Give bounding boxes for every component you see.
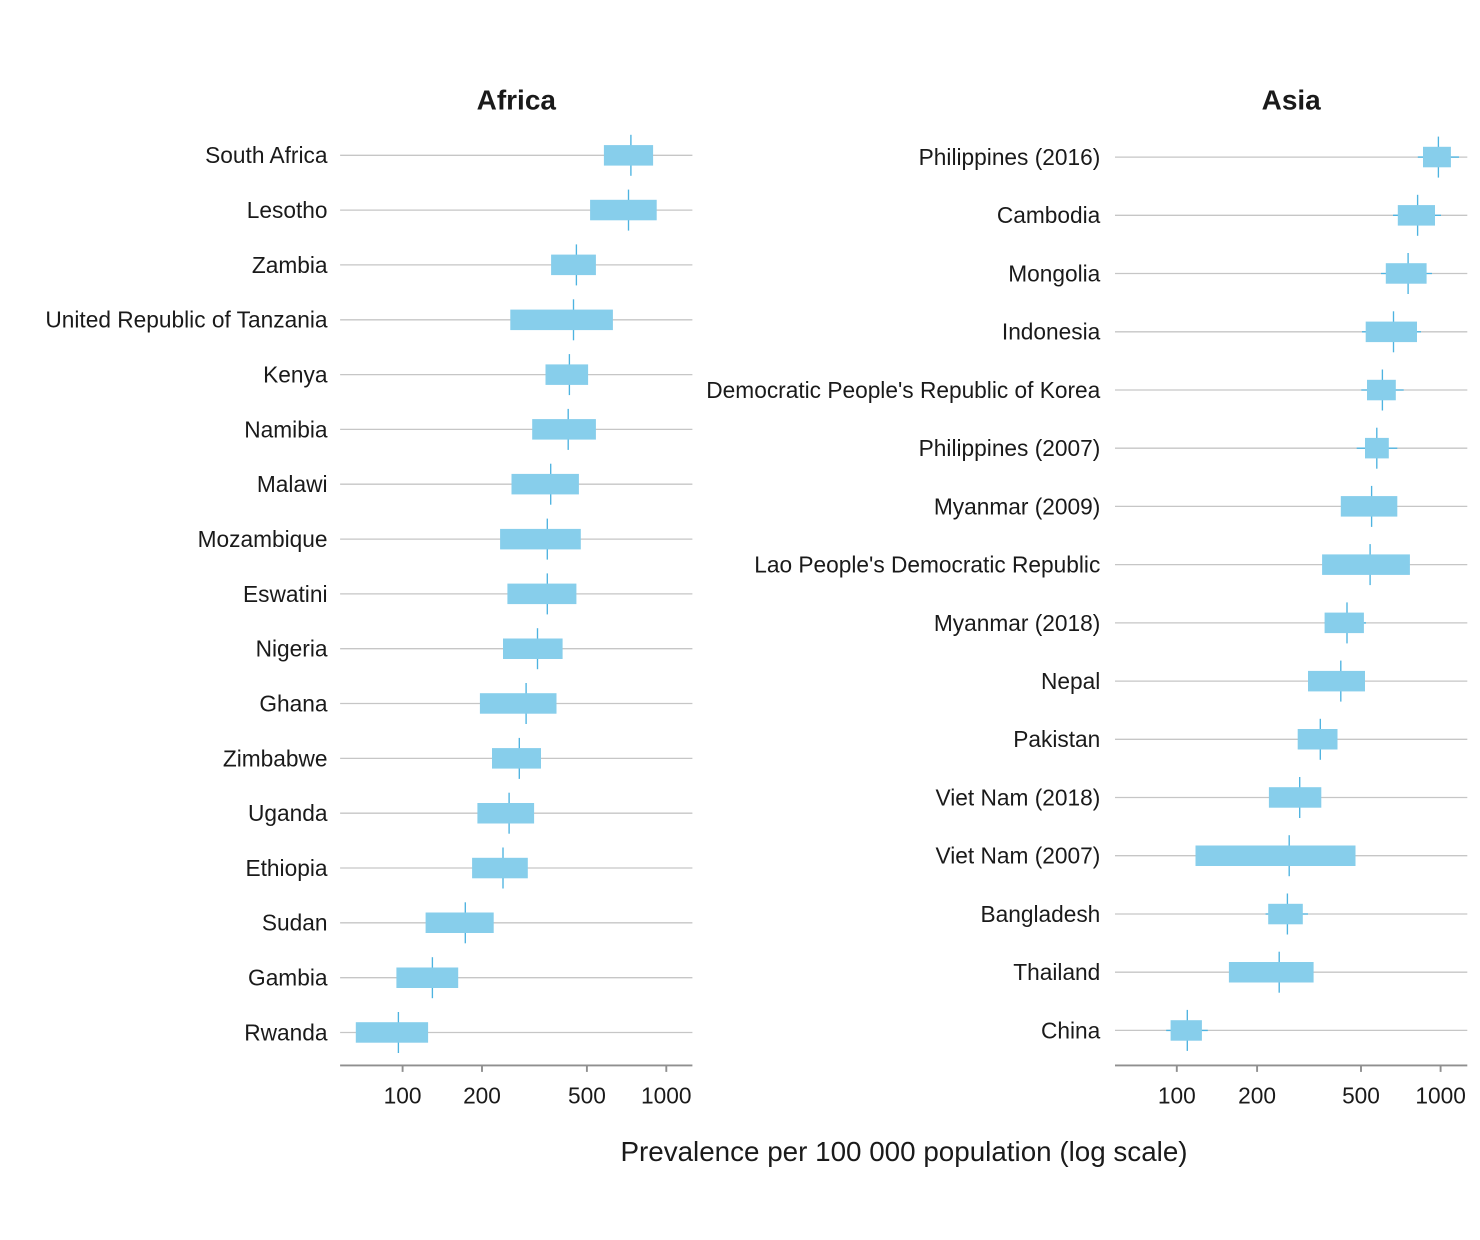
svg-text:Mongolia: Mongolia: [1008, 260, 1100, 286]
svg-text:Ghana: Ghana: [259, 690, 328, 716]
svg-text:South Africa: South Africa: [205, 142, 328, 168]
svg-text:Nigeria: Nigeria: [256, 636, 328, 662]
svg-text:Nepal: Nepal: [1041, 668, 1100, 694]
svg-text:United Republic of Tanzania: United Republic of Tanzania: [45, 307, 327, 333]
svg-text:Lao People's Democratic Republ: Lao People's Democratic Republic: [754, 552, 1100, 578]
svg-text:200: 200: [1238, 1083, 1276, 1109]
svg-text:Zambia: Zambia: [252, 252, 328, 278]
svg-text:Viet Nam (2007): Viet Nam (2007): [936, 843, 1101, 869]
svg-text:100: 100: [384, 1083, 422, 1109]
svg-text:Myanmar (2018): Myanmar (2018): [934, 610, 1100, 636]
svg-text:Viet Nam (2018): Viet Nam (2018): [936, 784, 1101, 810]
svg-text:Cambodia: Cambodia: [997, 202, 1101, 228]
svg-text:Myanmar (2009): Myanmar (2009): [934, 493, 1100, 519]
svg-text:Sudan: Sudan: [262, 910, 328, 936]
svg-text:Namibia: Namibia: [244, 416, 328, 442]
svg-text:200: 200: [463, 1083, 501, 1109]
svg-text:Mozambique: Mozambique: [198, 526, 328, 552]
svg-text:Africa: Africa: [477, 84, 557, 115]
svg-text:500: 500: [1342, 1083, 1380, 1109]
svg-text:Uganda: Uganda: [248, 800, 328, 826]
svg-text:Kenya: Kenya: [263, 362, 328, 388]
svg-text:1000: 1000: [641, 1083, 691, 1109]
svg-text:Thailand: Thailand: [1013, 959, 1100, 985]
svg-text:China: China: [1041, 1017, 1101, 1043]
svg-text:Philippines (2007): Philippines (2007): [919, 435, 1101, 461]
svg-text:Philippines (2016): Philippines (2016): [919, 144, 1101, 170]
svg-text:Pakistan: Pakistan: [1013, 726, 1100, 752]
svg-text:Rwanda: Rwanda: [244, 1019, 328, 1045]
svg-text:Zimbabwe: Zimbabwe: [223, 745, 328, 771]
svg-text:500: 500: [568, 1083, 606, 1109]
svg-text:Asia: Asia: [1262, 84, 1322, 115]
svg-text:1000: 1000: [1415, 1083, 1465, 1109]
svg-text:Eswatini: Eswatini: [243, 581, 327, 607]
svg-text:Malawi: Malawi: [257, 471, 328, 497]
svg-text:Bangladesh: Bangladesh: [980, 901, 1100, 927]
svg-text:Gambia: Gambia: [248, 965, 328, 991]
svg-text:Lesotho: Lesotho: [247, 197, 328, 223]
svg-text:Indonesia: Indonesia: [1002, 319, 1101, 345]
svg-text:Democratic People's Republic o: Democratic People's Republic of Korea: [706, 377, 1100, 403]
svg-text:Ethiopia: Ethiopia: [246, 855, 328, 881]
svg-text:Prevalence per 100 000 populat: Prevalence per 100 000 population (log s…: [620, 1136, 1187, 1167]
svg-text:100: 100: [1158, 1083, 1196, 1109]
